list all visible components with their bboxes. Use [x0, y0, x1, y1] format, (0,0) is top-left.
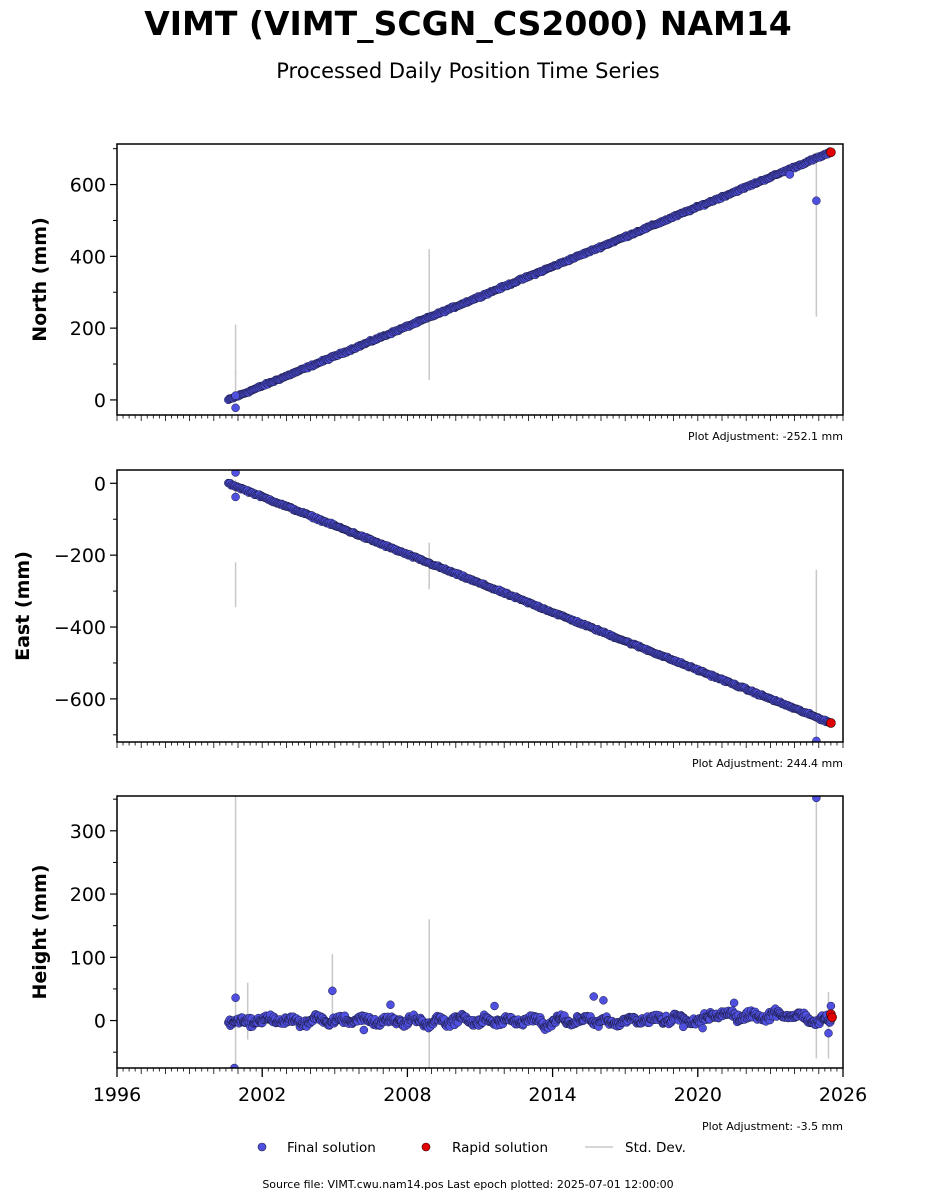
rapid-solution-point — [827, 1012, 837, 1023]
y-axis-label: Height (mm) — [29, 864, 51, 999]
final-solution-point — [231, 993, 240, 1003]
y-tick-label: 0 — [94, 1011, 106, 1033]
final-solution-point — [589, 992, 598, 1001]
legend-rapid-label: Rapid solution — [452, 1140, 548, 1156]
final-solution-point — [785, 170, 795, 179]
rapid-solution-point — [826, 147, 836, 158]
y-tick-label: 400 — [70, 246, 106, 268]
final-solution-point — [490, 1001, 499, 1011]
x-tick-label: 2020 — [674, 1084, 722, 1106]
y-tick-label: 0 — [94, 473, 106, 495]
panel-1: 0 200 400 600 North (mm) Plot Adjustment: -25… — [29, 143, 844, 443]
plot-adjustment-note: Plot Adjustment: -252.1 mm — [688, 430, 843, 443]
final-solution-point — [386, 1000, 395, 1009]
legend-final-marker — [257, 1142, 267, 1152]
final-solution-point — [231, 470, 240, 477]
panels: 0 200 400 600 North (mm) Plot Adjustment: -25… — [12, 143, 867, 1133]
final-solution-point — [698, 1023, 707, 1033]
y-tick-label: −200 — [54, 545, 106, 567]
axes-frame — [116, 469, 844, 743]
legend-std-label: Std. Dev. — [625, 1140, 686, 1156]
final-solution-point — [231, 492, 240, 502]
y-tick-label: 200 — [70, 318, 106, 340]
rapid-solution-point — [826, 718, 836, 728]
final-solution-point — [729, 998, 739, 1008]
x-tick-label: 1996 — [93, 1084, 141, 1106]
final-solution-point — [231, 391, 240, 400]
source-footer: Source file: VIMT.cwu.nam14.pos Last epo… — [262, 1178, 673, 1191]
final-solution-point — [824, 1028, 833, 1038]
x-tick-label: 2002 — [238, 1084, 286, 1106]
x-tick-label: 2008 — [383, 1084, 431, 1106]
plot-adjustment-note: Plot Adjustment: -3.5 mm — [702, 1120, 843, 1133]
final-solution-point — [826, 1001, 836, 1011]
panel-2: 0 −200 −400 −600 East (mm) Plot Adjustment: 2… — [12, 469, 844, 770]
plot-area — [224, 147, 836, 413]
y-axis-label: North (mm) — [29, 217, 51, 342]
final-solution-point — [812, 796, 821, 803]
final-solution-point — [231, 403, 240, 413]
plot-adjustment-note: Plot Adjustment: 244.4 mm — [692, 757, 843, 770]
y-tick-label: 600 — [70, 175, 106, 197]
plot-area — [224, 796, 837, 1068]
x-tick-label: 2026 — [819, 1084, 867, 1106]
final-solution-point — [679, 1022, 688, 1032]
y-tick-label: 200 — [70, 884, 106, 906]
final-solution-point — [599, 996, 608, 1005]
y-tick-label: 300 — [70, 821, 106, 843]
y-axis-label: East (mm) — [12, 551, 34, 661]
chart-subtitle: Processed Daily Position Time Series — [276, 59, 660, 83]
chart-title: VIMT (VIMT_SCGN_CS2000) NAM14 — [144, 4, 792, 43]
final-solution-point — [812, 736, 821, 742]
y-tick-label: 0 — [94, 390, 106, 412]
final-solution-point — [359, 1025, 369, 1035]
plot-area — [224, 470, 836, 742]
legend: Final solution Rapid solution Std. Dev. — [257, 1140, 686, 1156]
x-tick-label: 2014 — [528, 1084, 576, 1106]
final-solution-point — [230, 1063, 239, 1068]
axes-frame — [116, 143, 844, 416]
y-tick-label: 100 — [70, 947, 106, 969]
y-tick-label: −600 — [54, 689, 106, 711]
final-solution-point — [328, 986, 337, 996]
y-tick-label: −400 — [54, 617, 106, 639]
final-solution-point — [812, 196, 821, 205]
panel-3: 0 100 200 300 1996 2002 2008 2014 2020 2026 Height… — [29, 795, 867, 1133]
legend-final-label: Final solution — [287, 1140, 376, 1156]
legend-rapid-marker — [421, 1142, 431, 1152]
